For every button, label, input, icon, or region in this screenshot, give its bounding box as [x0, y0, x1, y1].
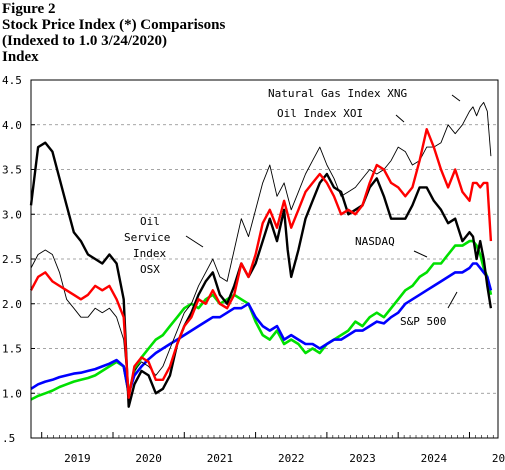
y-tick-label: .5: [2, 432, 15, 445]
y-tick-label: 1.0: [2, 387, 22, 400]
y-tick-label: 3.5: [2, 164, 22, 177]
x-tick-label: 2019: [64, 452, 91, 465]
x-tick-label: 2024: [421, 452, 448, 465]
x-tick-label: 2021: [207, 452, 234, 465]
annotation-sp500: S&P 500: [400, 315, 446, 328]
figure-label: Figure 2: [2, 1, 56, 17]
x-tick-label: 2025: [492, 452, 505, 465]
y-axis-label: Index: [2, 49, 39, 65]
annotation-osx-line4: OSX: [140, 263, 160, 276]
annotation-osx-arrow: [185, 235, 204, 248]
y-ticks: 4.5 4.0 3.5 3.0 2.5 2.0 1.5 1.0 .5: [2, 74, 35, 445]
series-line-xng: [30, 101, 492, 399]
series-layer: [29, 101, 493, 408]
y-tick-label: 4.0: [2, 119, 22, 132]
annotation-osx-line3: Index: [133, 247, 166, 260]
y-tick-label: 1.5: [2, 343, 22, 356]
y-tick-label: 4.5: [2, 74, 22, 87]
annotation-sp500-arrow: [447, 291, 458, 309]
y-tick-label: 2.0: [2, 298, 22, 311]
series-line-xoi: [29, 127, 493, 399]
chart-subtitle: (Indexed to 1.0 3/24/2020): [2, 33, 167, 49]
y-tick-label: 3.0: [2, 208, 22, 221]
x-ticks: 2019 2020 2021 2022 2023 2024 2025: [41, 432, 505, 465]
annotation-osx-line2: Service: [124, 231, 170, 244]
annotation-xoi-arrow: [395, 114, 405, 123]
series-line-osx: [29, 141, 493, 408]
x-tick-label: 2023: [349, 452, 376, 465]
x-tick-label: 2022: [278, 452, 305, 465]
y-tick-label: 2.5: [2, 253, 22, 266]
annotation-osx-line1: Oil: [140, 215, 160, 228]
annotation-nasdaq-arrow: [413, 250, 428, 258]
annotation-xng: Natural Gas Index XNG: [268, 87, 407, 100]
annotation-nasdaq: NASDAQ: [355, 235, 395, 248]
chart-title: Stock Price Index (*) Comparisons: [2, 17, 226, 33]
series-line-sp500: [30, 262, 493, 395]
series-line-nasdaq: [30, 239, 493, 401]
title-block: Figure 2 Stock Price Index (*) Compariso…: [2, 1, 225, 65]
annotation-xoi: Oil Index XOI: [277, 107, 363, 120]
annotation-xng-arrow: [451, 94, 461, 102]
x-tick-label: 2020: [135, 452, 162, 465]
grid-lines: [31, 124, 498, 394]
